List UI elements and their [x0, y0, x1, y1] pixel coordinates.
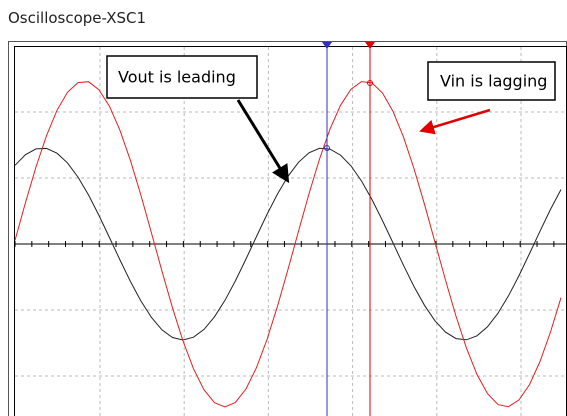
arrow	[236, 99, 290, 184]
window-title: Oscilloscope-XSC1	[8, 9, 146, 27]
vin-trace	[14, 81, 562, 408]
annotation-box	[427, 61, 556, 101]
grid	[14, 47, 567, 416]
plot-area	[14, 46, 567, 416]
annotation-text: Vin is lagging	[440, 72, 547, 91]
arrow	[419, 108, 491, 135]
annotation-box	[106, 55, 258, 99]
annotation-text: Vout is leading	[118, 68, 236, 87]
cursor-2-handle[interactable]	[365, 42, 375, 49]
cursor-1-handle[interactable]	[322, 42, 332, 49]
